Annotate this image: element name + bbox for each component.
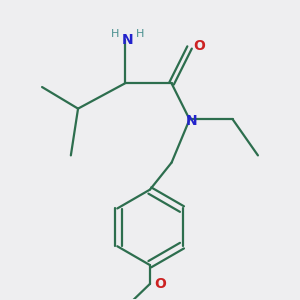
Text: H: H: [136, 29, 145, 39]
Text: O: O: [154, 277, 166, 291]
Text: N: N: [186, 114, 197, 128]
Text: H: H: [111, 29, 119, 39]
Text: N: N: [122, 33, 133, 47]
Text: O: O: [194, 39, 206, 53]
